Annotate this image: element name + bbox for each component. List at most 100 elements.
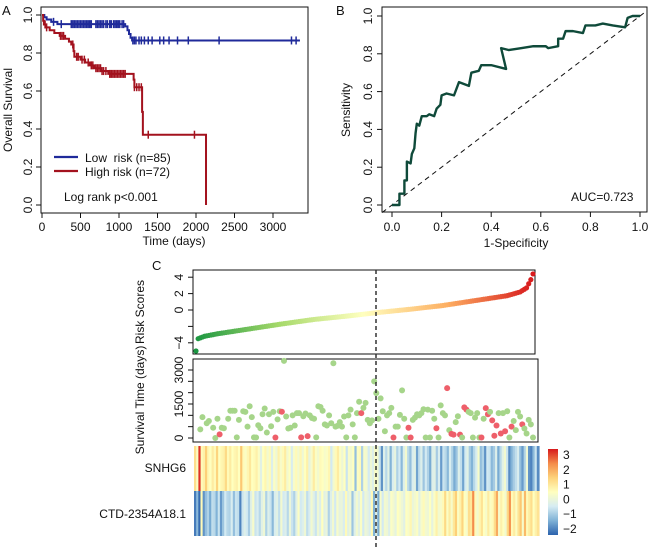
heatmap-cell — [502, 491, 506, 536]
km-curve-high-risk — [42, 14, 208, 205]
survival-point-alive — [274, 416, 281, 423]
heatmap-cell — [260, 491, 264, 536]
heatmap-cell — [207, 446, 210, 491]
heatmap-cell — [506, 491, 510, 536]
roc-y-label: Sensitivity — [339, 83, 353, 137]
survival-point-alive — [233, 434, 240, 441]
survival-point-alive — [313, 434, 320, 441]
survival-point-alive — [403, 434, 410, 441]
heatmap-cell — [528, 491, 531, 536]
survival-point-alive — [480, 415, 487, 422]
km-y-label: Overall Survival — [1, 68, 15, 152]
heatmap-cell — [271, 491, 275, 536]
heatmap-cell — [357, 491, 361, 536]
heatmap-cell — [470, 491, 473, 536]
heatmap-cell — [255, 446, 259, 491]
km-x-label: Time (days) — [143, 234, 206, 248]
heatmap-cell — [288, 491, 292, 536]
heatmap-cell — [362, 491, 365, 536]
heatmap-cell — [377, 491, 381, 536]
heatmap-cell — [295, 491, 299, 536]
roc-x-tick-label: 0.6 — [532, 220, 549, 234]
heatmap-cell — [312, 446, 316, 491]
heatmap-cell — [310, 446, 314, 491]
survival-point-alive — [360, 404, 367, 411]
km-x-axis: 0 500 1000 1500 2000 2500 3000 — [39, 213, 287, 234]
survival-time-points — [197, 357, 536, 441]
survival-point-alive — [469, 434, 476, 441]
survival-point-alive — [261, 405, 268, 412]
colorbar-tick-label: −1 — [563, 507, 577, 521]
survival-point-dead — [216, 431, 223, 438]
survival-point-alive — [263, 429, 270, 436]
heatmap-cell — [413, 446, 417, 491]
km-y-tick-label: 0.4 — [21, 120, 35, 137]
heatmap-cell — [277, 446, 281, 491]
heatmap-cell — [415, 446, 419, 491]
km-y-tick-label: 0.6 — [21, 82, 35, 99]
heatmap-cell — [314, 491, 318, 536]
heatmap-cell — [479, 446, 483, 491]
survival-point-alive — [268, 423, 275, 430]
heatmap-cell — [224, 446, 228, 491]
heatmap-cell — [413, 491, 417, 536]
heatmap-cell — [530, 446, 534, 491]
roc-x-tick-label: 1.0 — [632, 220, 649, 234]
colorbar-tick-label: 2 — [563, 463, 570, 477]
heatmap-cell — [424, 491, 428, 536]
heatmap-cell — [383, 491, 387, 536]
heatmap-cell — [451, 446, 454, 491]
survival-point-alive — [326, 412, 333, 419]
survival-point-alive — [351, 434, 358, 441]
heatmap-cell — [457, 446, 461, 491]
roc-y-tick-label: 0.8 — [361, 45, 375, 62]
heatmap-cell — [198, 491, 202, 536]
survival-point-dead — [482, 405, 489, 412]
heatmap-cell — [512, 446, 516, 491]
roc-x-axis: 0.0 0.2 0.4 0.6 0.8 1.0 — [384, 212, 649, 234]
heatmap-cell — [400, 446, 404, 491]
heatmap-cell — [457, 491, 460, 536]
roc-y-tick-label: 0.2 — [361, 159, 375, 176]
survival-point-alive — [437, 402, 444, 409]
survival-point-dead — [304, 433, 311, 440]
km-legend: Low risk (n=85) High risk (n=72) — [54, 151, 171, 179]
heatmap-cell — [418, 446, 421, 491]
heatmap-cell — [256, 491, 260, 536]
heatmap-cell — [332, 491, 335, 536]
heatmap-cell — [361, 446, 364, 491]
survival-point-alive — [353, 410, 360, 417]
heatmap-cell — [441, 491, 445, 536]
heatmap-cell — [321, 491, 324, 536]
survival-point-alive — [495, 410, 502, 417]
heatmap-cell — [358, 446, 362, 491]
survival-point-alive — [487, 408, 494, 415]
heatmap-cell — [401, 491, 404, 536]
heatmap-cell — [508, 491, 512, 536]
heatmap-cell — [254, 491, 258, 536]
survival-point-dead — [450, 431, 457, 438]
heatmap-cell — [467, 491, 471, 536]
heatmap-cell — [536, 446, 540, 491]
heatmap-cell — [426, 491, 430, 536]
panel-label-b: B — [336, 3, 345, 18]
heatmap-cell — [316, 491, 320, 536]
survival-point-alive — [379, 408, 386, 415]
heatmap-cell — [398, 446, 402, 491]
heatmap-cell — [246, 446, 250, 491]
heatmap-cell — [303, 491, 307, 536]
survival-point-alive — [388, 404, 395, 411]
heatmap-cell — [499, 446, 503, 491]
heatmap-cell — [444, 491, 447, 536]
heatmap-cell — [517, 491, 521, 536]
heatmap-cell — [330, 446, 334, 491]
heatmap-cell — [480, 491, 484, 536]
heatmap-cell — [230, 491, 234, 536]
survival-point-dead — [272, 434, 279, 441]
survival-point-alive — [259, 411, 266, 418]
roc-curve — [392, 14, 640, 207]
heatmap-cell — [266, 446, 270, 491]
risk-score-y-tick-label: −4 — [172, 336, 186, 350]
heatmap-cell — [196, 491, 199, 536]
